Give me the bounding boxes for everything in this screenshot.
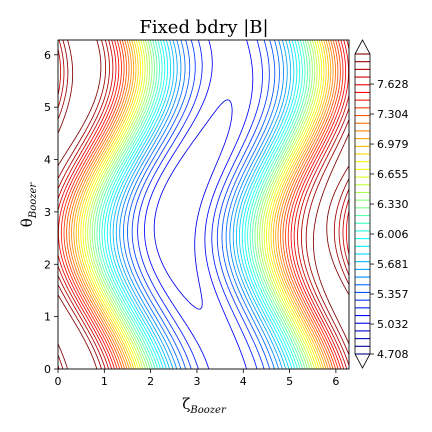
x-tick-label: 4: [240, 375, 247, 388]
contour-level-10: [119, 40, 284, 369]
contour-level-35: [58, 40, 349, 369]
contour-level-38: [58, 40, 349, 369]
contour-level-13: [109, 40, 295, 369]
contour-level-25: [80, 40, 325, 369]
contour-level-36: [58, 40, 349, 369]
contour-level-18: [96, 40, 308, 369]
y-axis-label-symbol: θ: [18, 218, 36, 227]
x-tick-label: 2: [147, 375, 154, 388]
contour-lines: [58, 40, 349, 369]
contour-level-7: [131, 40, 270, 369]
y-axis-label: θBoozer: [18, 182, 39, 228]
contour-level-29: [71, 40, 334, 369]
colorbar-tick-label: 5.357: [377, 288, 409, 301]
y-tick-label: 1: [44, 311, 51, 324]
y-tick-label: 4: [44, 154, 51, 167]
contour-level-30: [68, 40, 336, 369]
contour-level-11: [115, 40, 288, 369]
chart-title: Fixed bdry |B|: [139, 17, 268, 38]
x-axis-label: ζBoozer: [182, 395, 227, 416]
contour-level-26: [78, 40, 327, 369]
y-tick-label: 0: [44, 363, 51, 376]
x-axis-label-subscript: Boozer: [189, 405, 227, 416]
contour-level-8: [127, 40, 276, 369]
contour-level-9: [122, 40, 280, 369]
y-axis-label-subscript: Boozer: [28, 182, 39, 220]
contour-level-17: [99, 40, 306, 369]
x-axis-ticks: 0 1 2 3 4 5 6: [55, 369, 339, 388]
contour-level-27: [75, 40, 329, 369]
colorbar-tick-label: 4.708: [377, 348, 409, 361]
x-axis-label-symbol: ζ: [182, 395, 190, 413]
contour-level-34: [58, 40, 347, 369]
contour-level-32: [63, 40, 341, 369]
x-tick-label: 6: [332, 375, 339, 388]
y-tick-label: 3: [44, 206, 51, 219]
contour-level-21: [89, 40, 316, 369]
contour-level-19: [94, 40, 311, 369]
contour-level-14: [106, 40, 298, 369]
contour-level-12: [112, 40, 292, 369]
x-tick-label: 5: [286, 375, 293, 388]
contour-level-6: [137, 40, 263, 369]
contour-level-24: [82, 40, 323, 369]
contour-level-37: [58, 40, 349, 369]
colorbar-tick-label: 6.979: [377, 138, 409, 151]
colorbar-tick-label: 5.681: [377, 258, 409, 271]
y-tick-label: 5: [44, 101, 51, 114]
y-axis-ticks: 0 1 2 3 4 5 6: [44, 49, 58, 376]
contour-level-16: [101, 40, 303, 369]
contour-level-20: [91, 40, 313, 369]
contour-level-22: [87, 40, 318, 369]
y-tick-label: 2: [44, 258, 51, 271]
colorbar: 4.708 5.032 5.357 5.681 6.006 6.330 6.655 6.979…: [354, 39, 409, 369]
contour-level-15: [104, 40, 301, 369]
contour-level-33: [60, 40, 344, 369]
x-tick-label: 0: [55, 375, 62, 388]
colorbar-tick-label: 5.032: [377, 318, 409, 331]
x-tick-label: 3: [193, 375, 200, 388]
contour-level-31: [66, 40, 339, 369]
colorbar-tick-label: 6.330: [377, 198, 409, 211]
colorbar-tick-label: 6.006: [377, 228, 409, 241]
y-tick-label: 6: [44, 49, 51, 62]
x-tick-label: 1: [101, 375, 108, 388]
colorbar-tick-label: 7.304: [377, 108, 409, 121]
contour-level-39: [58, 40, 349, 369]
contour-level-5: [144, 40, 254, 369]
colorbar-tick-label: 6.655: [377, 168, 409, 181]
contour-level-23: [84, 40, 320, 369]
contour-level-4: [153, 99, 233, 310]
colorbar-tick-label: 7.628: [377, 78, 409, 91]
plot-frame: [57, 39, 350, 370]
contour-level-28: [73, 40, 332, 369]
